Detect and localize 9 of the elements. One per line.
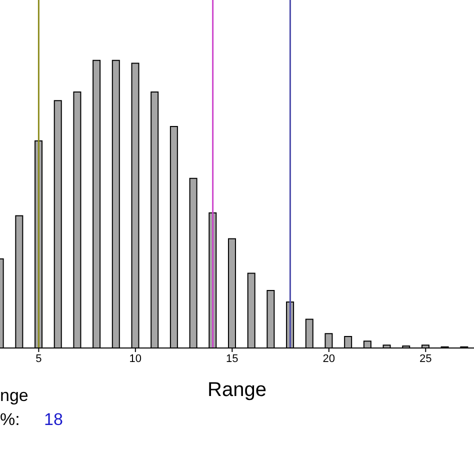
x-tick-label: 5 [36,352,42,365]
x-tick-label: 10 [129,352,142,365]
x-tick-label: 15 [226,352,238,365]
text: %: [0,410,20,430]
x-tick-label: 20 [322,352,336,365]
text: nge [0,386,28,406]
text: 18 [44,410,63,430]
x-axis-title: Range [208,379,266,402]
x-tick-label: 25 [420,352,432,365]
